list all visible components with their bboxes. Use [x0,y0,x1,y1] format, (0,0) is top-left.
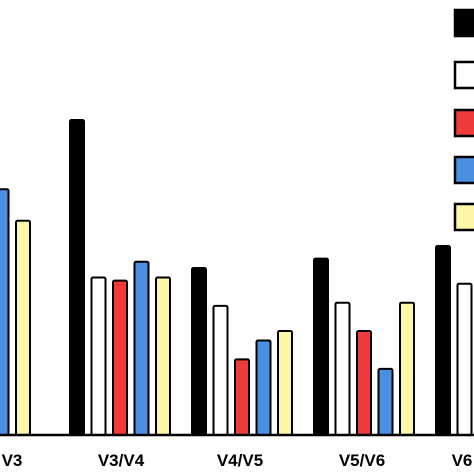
x-tick-label: V3/V4 [98,451,145,470]
legend-swatch-5 [453,202,474,232]
bar-v6-v7-s1 [435,245,451,436]
legend-swatch-4 [453,155,474,185]
x-tick-label: V4/V5 [217,451,263,470]
bar-v2-v3-s4 [0,188,10,436]
bar-v3-v4-s1 [69,119,85,436]
bar-v4-v5-s5 [277,330,293,436]
bar-v3-v4-s3 [112,279,128,436]
x-tick-label: V5/V6 [339,451,385,470]
bar-v4-v5-s3 [234,358,250,436]
bar-v5-v6-s2 [334,301,351,437]
bar-v4-v5-s2 [212,304,229,436]
bar-v5-v6-s4 [377,367,394,437]
legend-swatch-3 [453,108,474,138]
bar-v3-v4-s4 [133,260,150,436]
legend [453,8,474,232]
bar-v5-v6-s3 [356,330,372,436]
legend-swatch-2 [453,60,474,90]
bars-group [0,119,473,437]
x-tick-label: V6 [452,451,473,470]
bar-v5-v6-s1 [313,257,329,436]
bar-v3-v4-s2 [90,276,107,436]
bar-v4-v5-s1 [191,267,207,436]
tick-labels-group: V3 V3/V4 V4/V5 V5/V6 V6 [2,451,473,470]
bar-v6-v7-s2 [456,282,473,436]
x-tick-label: V3 [2,451,23,470]
bar-v2-v3-s5 [15,219,31,436]
bar-v3-v4-s5 [155,276,171,436]
legend-swatch-1 [453,8,474,38]
bar-v4-v5-s4 [255,339,272,436]
bar-v5-v6-s5 [399,301,415,437]
